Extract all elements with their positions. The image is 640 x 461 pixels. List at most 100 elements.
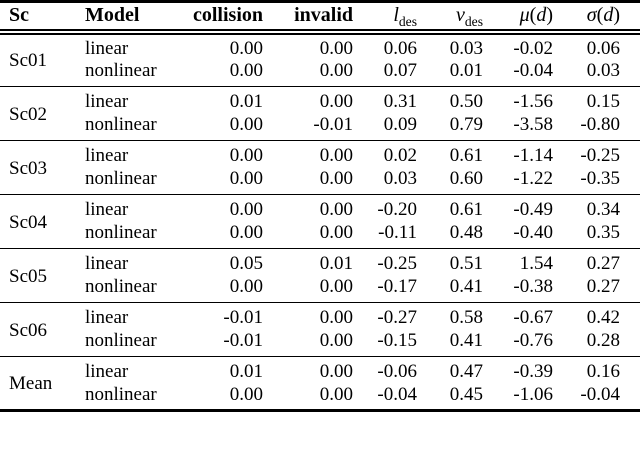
value-cell: -0.38 bbox=[513, 276, 553, 298]
value-cell: -0.01 bbox=[223, 306, 263, 328]
value-cell: 0.00 bbox=[319, 37, 353, 59]
value-cell: 0.42 bbox=[586, 306, 620, 328]
value-cell: -0.39 bbox=[513, 360, 553, 382]
table-row: Sc03 linear 0.00 0.00 0.02 0.61 -1.14 -0… bbox=[0, 141, 640, 179]
value-cell: 0.00 bbox=[229, 198, 263, 220]
value-cell: 0.79 bbox=[449, 114, 483, 136]
table-header: Sc Model collision invalid ldes vdes μ(d… bbox=[0, 1, 640, 35]
col-header-collision: collision bbox=[170, 1, 263, 35]
math-subscript: des bbox=[464, 14, 483, 30]
value-cell: 0.00 bbox=[319, 222, 353, 244]
value-cell: 0.61 bbox=[449, 144, 483, 166]
model-cell: nonlinear bbox=[85, 168, 157, 190]
value-cell: 0.02 bbox=[383, 144, 417, 166]
col-header-v-des: vdes bbox=[417, 1, 483, 35]
value-cell: -0.15 bbox=[377, 330, 417, 352]
col-header-invalid: invalid bbox=[263, 1, 353, 35]
value-cell: 0.09 bbox=[383, 114, 417, 136]
value-cell: 0.00 bbox=[319, 90, 353, 112]
value-cell: 0.05 bbox=[229, 252, 263, 274]
value-cell: -0.06 bbox=[377, 360, 417, 382]
model-cell: nonlinear bbox=[85, 383, 157, 405]
model-cell: nonlinear bbox=[85, 114, 157, 136]
value-cell: -1.06 bbox=[513, 383, 553, 405]
value-cell: 0.00 bbox=[229, 168, 263, 190]
value-cell: 0.34 bbox=[586, 198, 620, 220]
paren-close: ) bbox=[613, 4, 620, 27]
value-cell: 0.00 bbox=[229, 37, 263, 59]
scenario-label: Sc06 bbox=[9, 319, 47, 341]
value-cell: -0.04 bbox=[513, 60, 553, 82]
paren-close: ) bbox=[546, 4, 553, 27]
paren-open: ( bbox=[529, 4, 537, 27]
model-cell: nonlinear bbox=[85, 276, 157, 298]
value-cell: 0.27 bbox=[586, 276, 620, 298]
value-cell: -0.67 bbox=[513, 306, 553, 328]
table-row: nonlinear 0.00 0.00 -0.11 0.48 -0.40 0.3… bbox=[0, 222, 640, 249]
value-cell: -0.35 bbox=[580, 168, 620, 190]
value-cell: 0.58 bbox=[449, 306, 483, 328]
scenario-group-sc05: Sc05 linear 0.05 0.01 -0.25 0.51 1.54 0.… bbox=[0, 248, 640, 303]
value-cell: -0.01 bbox=[223, 330, 263, 352]
value-cell: -0.25 bbox=[580, 144, 620, 166]
table-row: nonlinear 0.00 0.00 -0.04 0.45 -1.06 -0.… bbox=[0, 384, 640, 411]
value-cell: 0.00 bbox=[229, 60, 263, 82]
value-cell: 0.60 bbox=[449, 168, 483, 190]
value-cell: -0.80 bbox=[580, 114, 620, 136]
table-row: Sc06 linear -0.01 0.00 -0.27 0.58 -0.67 … bbox=[0, 303, 640, 341]
value-cell: 0.50 bbox=[449, 90, 483, 112]
value-cell: 0.15 bbox=[586, 90, 620, 112]
model-cell: linear bbox=[85, 306, 129, 328]
value-cell: 0.00 bbox=[229, 383, 263, 405]
value-cell: 0.16 bbox=[586, 360, 620, 382]
scenario-group-sc04: Sc04 linear 0.00 0.00 -0.20 0.61 -0.49 0… bbox=[0, 194, 640, 249]
col-header-l-des: ldes bbox=[353, 1, 417, 35]
value-cell: 0.61 bbox=[449, 198, 483, 220]
table-row: Sc05 linear 0.05 0.01 -0.25 0.51 1.54 0.… bbox=[0, 249, 640, 287]
value-cell: 0.03 bbox=[383, 168, 417, 190]
scenario-label: Sc04 bbox=[9, 211, 47, 233]
value-cell: 0.06 bbox=[383, 37, 417, 59]
table-row: nonlinear -0.01 0.00 -0.15 0.41 -0.76 0.… bbox=[0, 330, 640, 357]
value-cell: 0.00 bbox=[319, 60, 353, 82]
table-row: nonlinear 0.00 0.00 -0.17 0.41 -0.38 0.2… bbox=[0, 276, 640, 303]
value-cell: 0.51 bbox=[449, 252, 483, 274]
value-cell: -0.76 bbox=[513, 330, 553, 352]
value-cell: 0.35 bbox=[586, 222, 620, 244]
value-cell: 1.54 bbox=[519, 252, 553, 274]
value-cell: 0.27 bbox=[586, 252, 620, 274]
value-cell: 0.00 bbox=[319, 168, 353, 190]
value-cell: 0.31 bbox=[383, 90, 417, 112]
value-cell: -0.17 bbox=[377, 276, 417, 298]
value-cell: -1.56 bbox=[513, 90, 553, 112]
value-cell: 0.00 bbox=[319, 383, 353, 405]
scenario-label: Mean bbox=[9, 373, 53, 394]
value-cell: 0.01 bbox=[229, 360, 263, 382]
value-cell: -3.58 bbox=[513, 114, 553, 136]
model-cell: linear bbox=[85, 37, 129, 59]
scenario-label: Sc05 bbox=[9, 265, 47, 287]
value-cell: 0.41 bbox=[449, 330, 483, 352]
value-cell: 0.41 bbox=[449, 276, 483, 298]
table-row: Sc02 linear 0.01 0.00 0.31 0.50 -1.56 0.… bbox=[0, 87, 640, 125]
col-header-sc: Sc bbox=[0, 1, 76, 35]
model-cell: linear bbox=[85, 252, 129, 274]
value-cell: -0.25 bbox=[377, 252, 417, 274]
model-cell: nonlinear bbox=[85, 330, 157, 352]
col-header-model: Model bbox=[76, 1, 170, 35]
value-cell: 0.00 bbox=[229, 114, 263, 136]
table-row: nonlinear 0.00 0.00 0.03 0.60 -1.22 -0.3… bbox=[0, 168, 640, 195]
table-row: Mean linear 0.01 0.00 -0.06 0.47 -0.39 0… bbox=[0, 357, 640, 394]
value-cell: 0.01 bbox=[229, 90, 263, 112]
value-cell: 0.45 bbox=[449, 383, 483, 405]
col-header-mu-d: μ(d) bbox=[483, 1, 553, 35]
scenario-group-sc01: Sc01 linear 0.00 0.00 0.06 0.03 -0.02 0.… bbox=[0, 32, 640, 87]
value-cell: -0.49 bbox=[513, 198, 553, 220]
value-cell: 0.06 bbox=[586, 37, 620, 59]
math-var: μ bbox=[519, 4, 530, 27]
value-cell: -0.04 bbox=[580, 383, 620, 405]
value-cell: 0.00 bbox=[229, 222, 263, 244]
table-row: nonlinear 0.00 -0.01 0.09 0.79 -3.58 -0.… bbox=[0, 114, 640, 141]
value-cell: 0.01 bbox=[319, 252, 353, 274]
